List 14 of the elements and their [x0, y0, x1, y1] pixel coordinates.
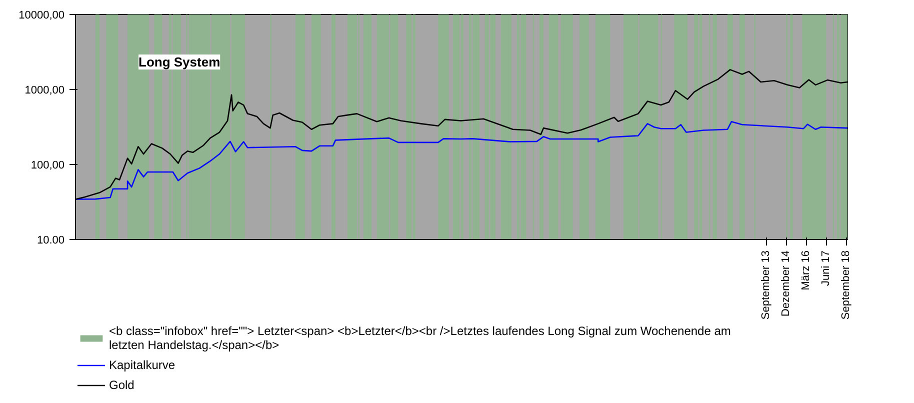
y-tick-label: 1000,00 [24, 84, 65, 96]
x-tick-label: September 13 [760, 250, 772, 320]
line-series [76, 120, 848, 200]
y-tick-label: 10.00 [36, 234, 65, 246]
legend-label: Gold [109, 378, 134, 392]
y-tick-label: 10000,00 [18, 10, 65, 22]
legend-label: <b class="infobox" href=""> Letzter<span> <b>Letzter</b><br />Letztes laufendes Long Signal zum Wochenende am letzten Handelstag.</span></b> [109, 324, 731, 352]
y-tick-label: 100,00 [30, 160, 65, 172]
x-tick-label: Dezember 14 [780, 250, 792, 317]
x-tick-label: September 18 [840, 250, 852, 320]
legend-label: Kapitalkurve [109, 358, 176, 372]
text: Long System [138, 54, 220, 70]
x-tick-label: Juni 17 [820, 250, 832, 286]
x-tick-label: März 16 [800, 250, 812, 290]
